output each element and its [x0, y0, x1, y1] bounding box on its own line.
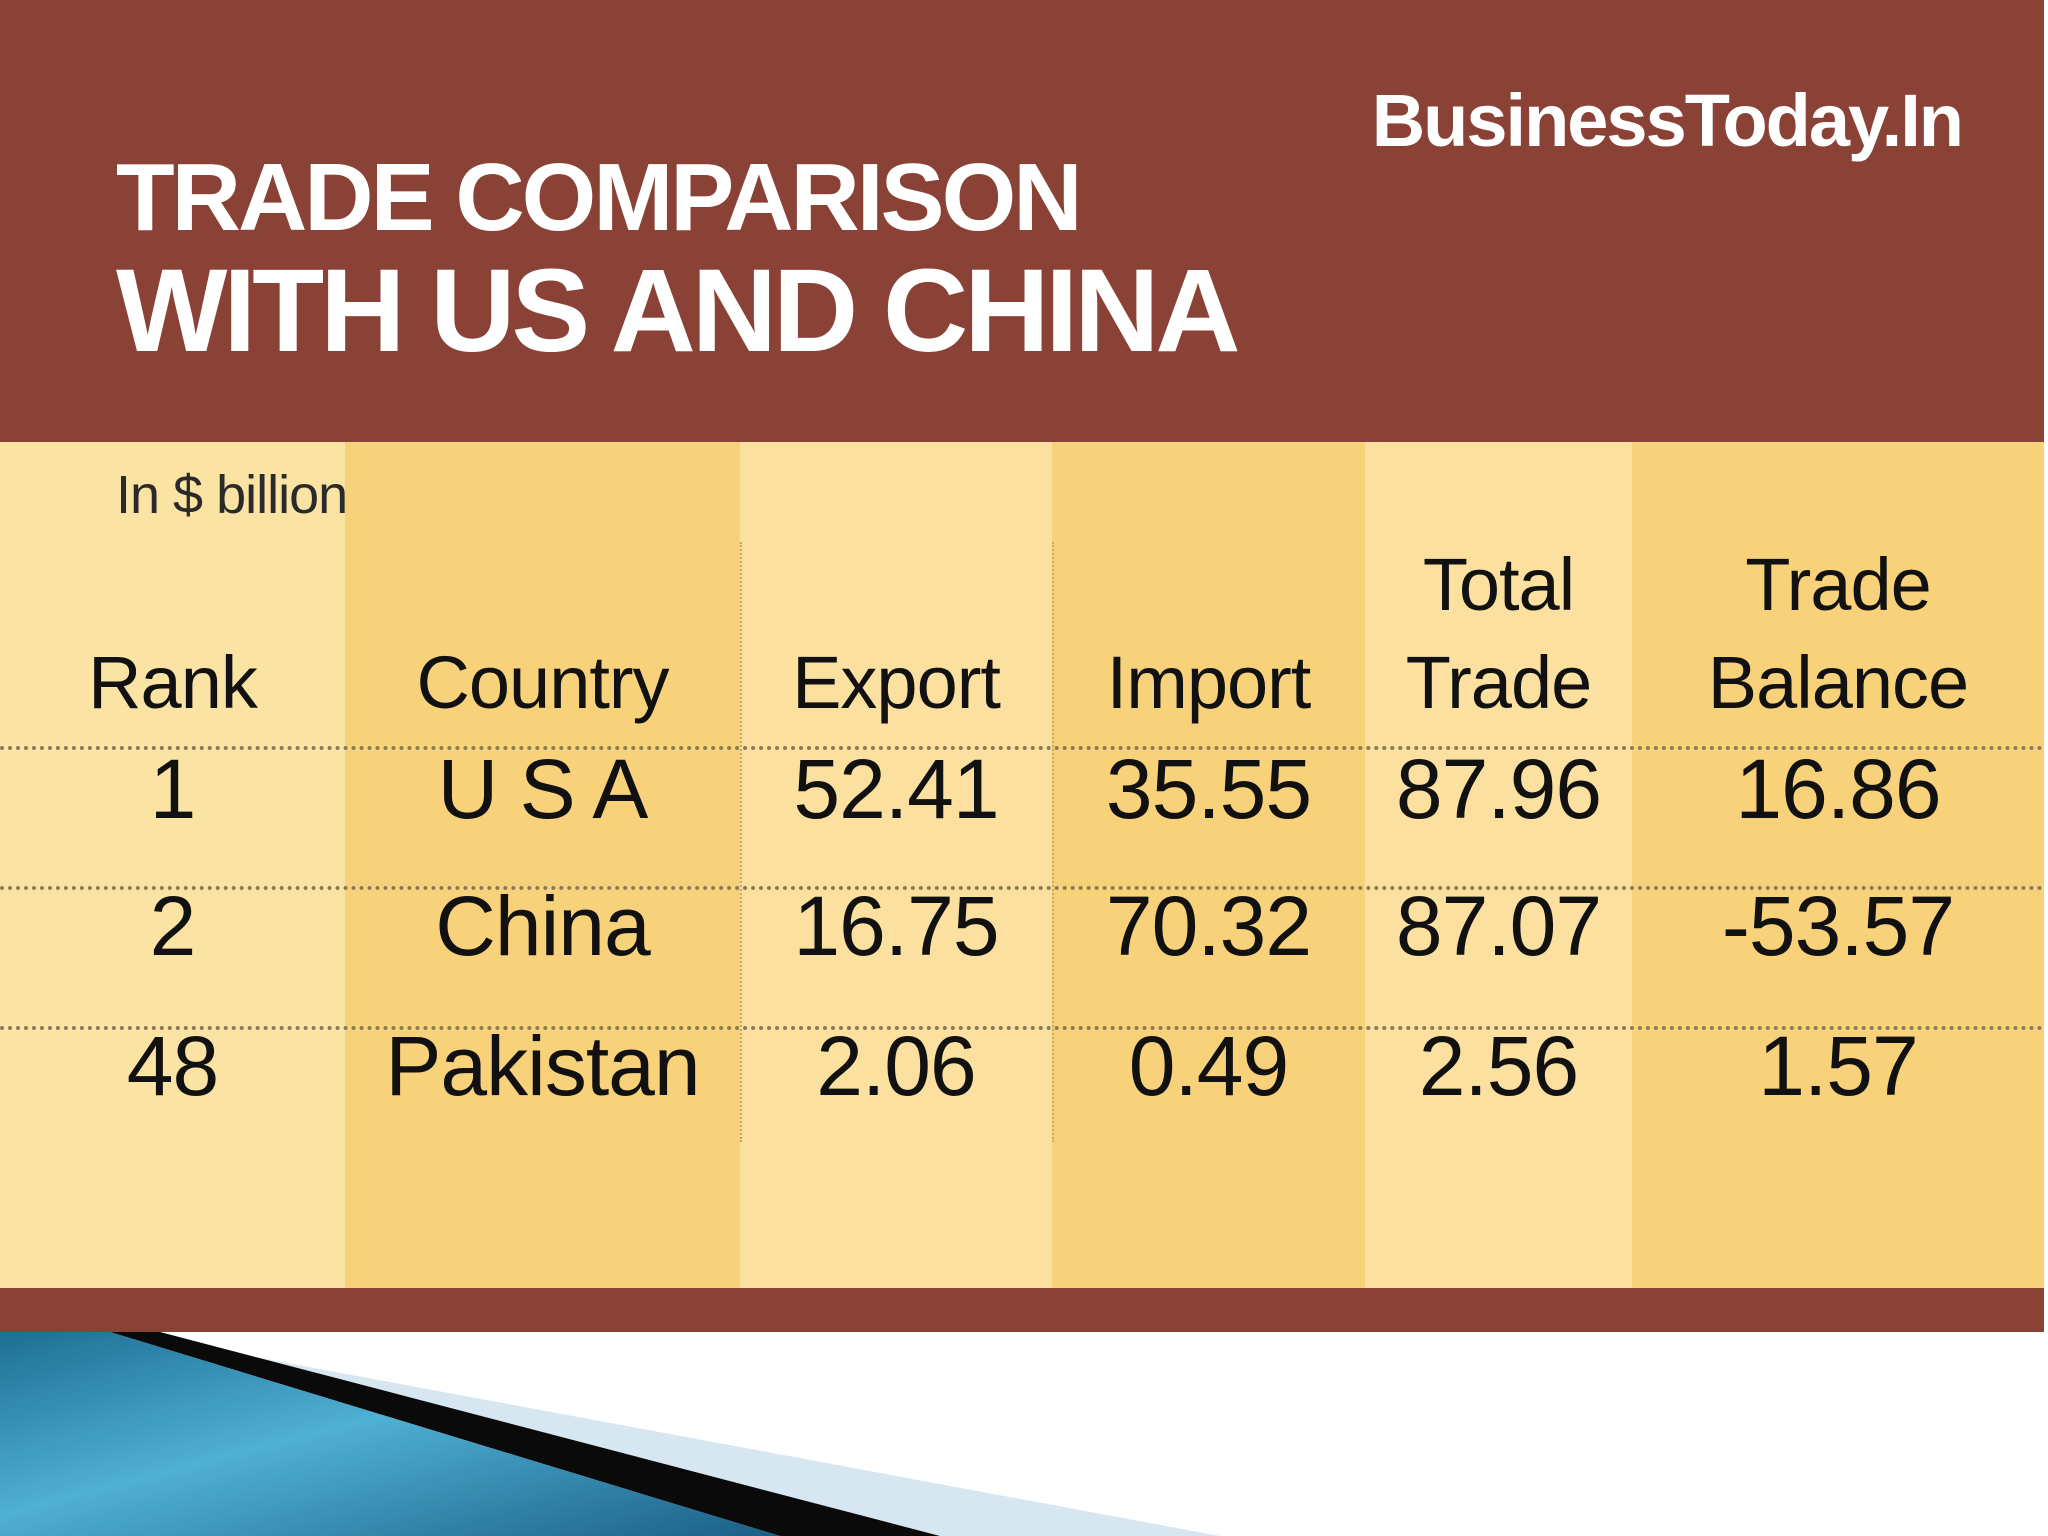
cell-trade-balance: 1.57 [1758, 1019, 1919, 1113]
swoosh-dark [110, 1332, 940, 1536]
cell-import: 35.55 [1105, 742, 1312, 836]
cell-country: China [435, 879, 650, 973]
cell-export: 16.75 [793, 879, 999, 973]
row-separator [0, 886, 2044, 890]
decorative-swoosh [0, 1332, 1220, 1536]
cell-import: 0.49 [1128, 1019, 1290, 1113]
column-header-export: Export [792, 641, 1001, 724]
cell-total-trade: 87.96 [1395, 742, 1602, 836]
column-background [345, 442, 740, 1288]
title-line-1: TRADE COMPARISON [116, 144, 1083, 251]
column-background [1632, 442, 2044, 1288]
cell-rank: 2 [149, 879, 197, 973]
column-separator [740, 542, 742, 1142]
column-separator [1052, 542, 1054, 1142]
cell-import: 70.32 [1105, 879, 1312, 973]
cell-rank: 1 [149, 742, 197, 836]
cell-trade-balance: -53.57 [1721, 879, 1955, 973]
column-background [0, 442, 345, 1288]
header-banner: BusinessToday.In TRADE COMPARISON WITH U… [0, 0, 2044, 442]
column-header-rank: Rank [88, 641, 258, 724]
column-header-import: Import [1106, 641, 1312, 724]
footer-band [0, 1288, 2044, 1332]
unit-label: In $ billion [116, 465, 348, 525]
swoosh-blue [0, 1332, 780, 1536]
row-separator [0, 1026, 2044, 1030]
column-background [740, 442, 1052, 1288]
column-header-total-trade: Trade [1405, 641, 1593, 724]
brand-logo: BusinessToday.In [1371, 79, 1964, 162]
cell-country: U S A [437, 742, 649, 836]
row-separator [0, 746, 2044, 750]
title-line-2: WITH US AND CHINA [116, 245, 1241, 377]
cell-export: 52.41 [793, 742, 999, 836]
column-header-total-trade: Total [1422, 543, 1575, 626]
cell-export: 2.06 [816, 1019, 977, 1113]
column-header-trade-balance: Trade [1745, 543, 1932, 626]
cell-total-trade: 2.56 [1418, 1019, 1580, 1113]
column-header-country: Country [416, 641, 669, 724]
cell-trade-balance: 16.86 [1735, 742, 1941, 836]
column-header-trade-balance: Balance [1707, 641, 1969, 724]
cell-total-trade: 87.07 [1395, 879, 1602, 973]
column-background [1052, 442, 1365, 1288]
trade-table: In $ billion Rank Country Export Import Tota… [0, 442, 2044, 1288]
cell-rank: 48 [126, 1019, 219, 1113]
column-background [1365, 442, 1632, 1288]
cell-country: Pakistan [385, 1019, 700, 1113]
